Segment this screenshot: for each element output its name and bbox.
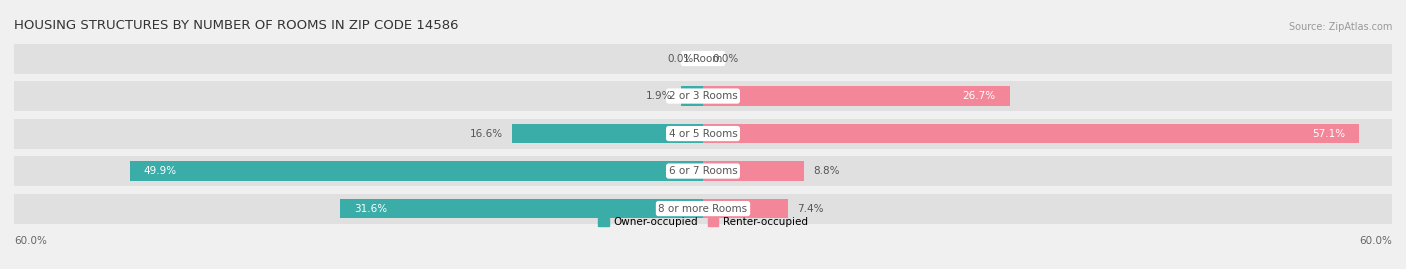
Text: 7.4%: 7.4% <box>797 204 824 214</box>
Bar <box>129 161 703 181</box>
Bar <box>681 86 703 106</box>
Text: 8.8%: 8.8% <box>813 166 839 176</box>
Text: 57.1%: 57.1% <box>1312 129 1346 139</box>
Text: 0.0%: 0.0% <box>668 54 693 63</box>
Text: 8 or more Rooms: 8 or more Rooms <box>658 204 748 214</box>
Bar <box>703 161 804 181</box>
Text: HOUSING STRUCTURES BY NUMBER OF ROOMS IN ZIP CODE 14586: HOUSING STRUCTURES BY NUMBER OF ROOMS IN… <box>14 19 458 31</box>
Bar <box>14 81 1392 111</box>
Text: 60.0%: 60.0% <box>1360 236 1392 246</box>
Bar <box>703 86 1010 106</box>
Legend: Owner-occupied, Renter-occupied: Owner-occupied, Renter-occupied <box>595 213 811 232</box>
Bar <box>14 119 1392 148</box>
Text: 6 or 7 Rooms: 6 or 7 Rooms <box>669 166 737 176</box>
Text: 1 Room: 1 Room <box>683 54 723 63</box>
Text: 4 or 5 Rooms: 4 or 5 Rooms <box>669 129 737 139</box>
Bar <box>14 156 1392 186</box>
Bar <box>14 44 1392 73</box>
Text: Source: ZipAtlas.com: Source: ZipAtlas.com <box>1288 22 1392 31</box>
Text: 60.0%: 60.0% <box>14 236 46 246</box>
Text: 49.9%: 49.9% <box>143 166 177 176</box>
Bar <box>340 199 703 218</box>
Text: 16.6%: 16.6% <box>470 129 503 139</box>
Text: 31.6%: 31.6% <box>354 204 387 214</box>
Text: 0.0%: 0.0% <box>713 54 738 63</box>
Bar <box>703 124 1358 143</box>
Bar <box>14 194 1392 224</box>
Bar <box>512 124 703 143</box>
Text: 1.9%: 1.9% <box>645 91 672 101</box>
Text: 2 or 3 Rooms: 2 or 3 Rooms <box>669 91 737 101</box>
Bar <box>703 199 787 218</box>
Text: 26.7%: 26.7% <box>963 91 995 101</box>
